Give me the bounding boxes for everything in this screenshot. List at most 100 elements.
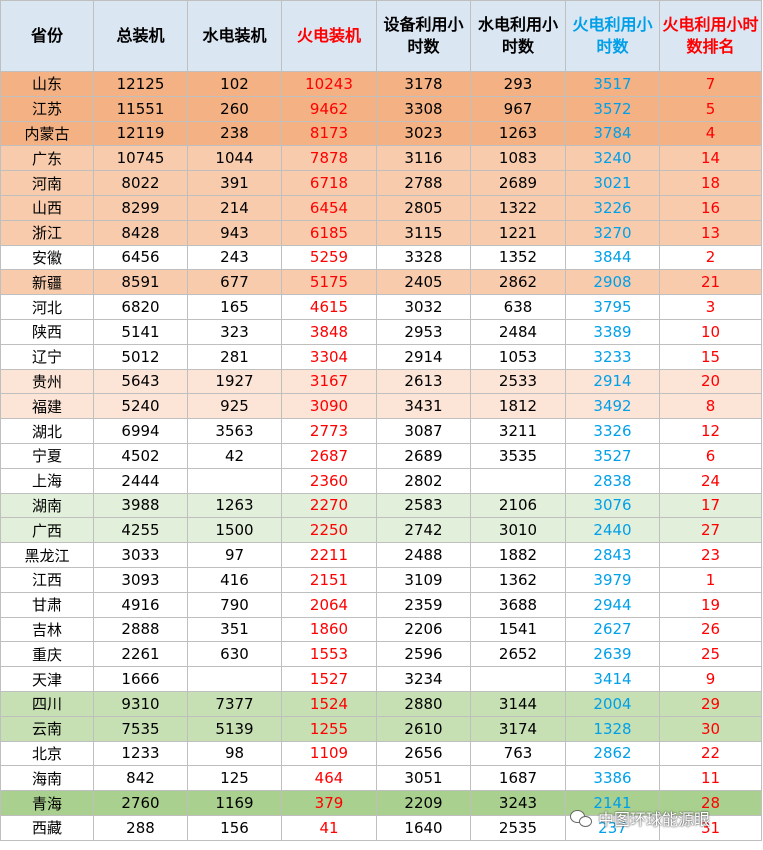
cell-thermal-capacity: 1553 [281,641,377,668]
cell-total-capacity: 5643 [93,368,188,395]
cell-thermal-hours: 3270 [565,219,660,246]
cell-hydro-hours: 638 [470,294,566,320]
cell-equipment-hours: 3308 [376,95,471,122]
cell-hydro-capacity: 790 [187,591,282,618]
cell-province: 天津 [0,666,94,692]
cell-thermal-hours: 237 [565,814,660,841]
cell-hydro-hours: 2484 [470,318,566,345]
cell-thermal-hours: 3979 [565,566,660,593]
cell-hydro-capacity: 125 [187,765,282,792]
cell-total-capacity: 5240 [93,393,188,420]
cell-thermal-capacity: 2687 [281,442,377,469]
cell-equipment-hours: 2802 [376,467,471,494]
cell-thermal-hours: 3226 [565,194,660,221]
cell-thermal-hours-rank: 29 [659,690,762,717]
cell-province: 甘肃 [0,591,94,618]
cell-hydro-hours: 1322 [470,194,566,221]
cell-thermal-hours-rank: 11 [659,765,762,792]
cell-thermal-capacity: 8173 [281,120,377,147]
cell-hydro-capacity: 1500 [187,517,282,544]
cell-equipment-hours: 2405 [376,269,471,296]
table-row: 浙江 8428 943 6185 3115 1221 3270 13 [0,219,762,246]
cell-province: 海南 [0,765,94,792]
cell-thermal-hours: 3572 [565,95,660,122]
cell-total-capacity: 8299 [93,194,188,221]
cell-thermal-hours: 3240 [565,145,660,172]
table-row: 山西 8299 214 6454 2805 1322 3226 16 [0,194,762,221]
cell-hydro-capacity: 943 [187,219,282,246]
cell-equipment-hours: 2880 [376,690,471,717]
cell-hydro-hours: 2535 [470,814,566,841]
header-thermal-hours: 火电利用小时数 [565,0,660,72]
cell-thermal-capacity: 10243 [281,71,377,97]
cell-thermal-hours-rank: 8 [659,393,762,420]
cell-equipment-hours: 2488 [376,542,471,568]
cell-hydro-capacity: 97 [187,542,282,568]
cell-thermal-capacity: 7878 [281,145,377,172]
cell-equipment-hours: 3328 [376,244,471,271]
cell-hydro-capacity: 281 [187,343,282,370]
cell-thermal-hours: 3076 [565,492,660,519]
cell-equipment-hours: 2359 [376,591,471,618]
cell-thermal-hours-rank: 3 [659,294,762,320]
table-row: 吉林 2888 351 1860 2206 1541 2627 26 [0,616,762,643]
cell-thermal-hours: 2862 [565,740,660,767]
cell-hydro-capacity [187,467,282,494]
cell-total-capacity: 3093 [93,566,188,593]
cell-hydro-hours: 2689 [470,170,566,196]
cell-hydro-hours: 3211 [470,418,566,444]
cell-hydro-hours: 1541 [470,616,566,643]
cell-hydro-hours: 1882 [470,542,566,568]
cell-hydro-hours: 3174 [470,715,566,742]
cell-total-capacity: 6456 [93,244,188,271]
cell-province: 青海 [0,790,94,816]
cell-total-capacity: 4255 [93,517,188,544]
cell-hydro-capacity: 323 [187,318,282,345]
table-row: 新疆 8591 677 5175 2405 2862 2908 21 [0,269,762,296]
table-row: 西藏 288 156 41 1640 2535 237 31 [0,814,762,841]
cell-total-capacity: 10745 [93,145,188,172]
cell-province: 上海 [0,467,94,494]
cell-hydro-hours: 3010 [470,517,566,544]
cell-province: 山东 [0,71,94,97]
table-row: 湖南 3988 1263 2270 2583 2106 3076 17 [0,492,762,519]
cell-total-capacity: 1666 [93,666,188,692]
cell-thermal-hours: 3021 [565,170,660,196]
cell-hydro-capacity: 1927 [187,368,282,395]
cell-equipment-hours: 2788 [376,170,471,196]
cell-province: 浙江 [0,219,94,246]
cell-hydro-capacity: 260 [187,95,282,122]
cell-thermal-capacity: 464 [281,765,377,792]
cell-thermal-capacity: 5175 [281,269,377,296]
cell-thermal-capacity: 2151 [281,566,377,593]
header-row: 省份 总装机 水电装机 火电装机 设备利用小时数 水电利用小时数 火电利用小时数… [0,0,762,72]
cell-thermal-hours: 2843 [565,542,660,568]
cell-province: 西藏 [0,814,94,841]
cell-thermal-hours-rank: 13 [659,219,762,246]
table-row: 河南 8022 391 6718 2788 2689 3021 18 [0,170,762,196]
cell-total-capacity: 9310 [93,690,188,717]
cell-thermal-hours-rank: 9 [659,666,762,692]
cell-thermal-hours-rank: 14 [659,145,762,172]
cell-province: 宁夏 [0,442,94,469]
cell-thermal-hours: 3844 [565,244,660,271]
cell-total-capacity: 6994 [93,418,188,444]
cell-total-capacity: 2444 [93,467,188,494]
cell-thermal-hours-rank: 5 [659,95,762,122]
cell-hydro-capacity: 416 [187,566,282,593]
cell-province: 北京 [0,740,94,767]
cell-thermal-capacity: 3848 [281,318,377,345]
cell-equipment-hours: 3087 [376,418,471,444]
cell-hydro-hours: 2106 [470,492,566,519]
cell-thermal-hours-rank: 4 [659,120,762,147]
table-row: 天津 1666 1527 3234 3414 9 [0,666,762,692]
cell-hydro-capacity: 214 [187,194,282,221]
cell-equipment-hours: 3234 [376,666,471,692]
cell-province: 山西 [0,194,94,221]
cell-province: 河北 [0,294,94,320]
cell-total-capacity: 4916 [93,591,188,618]
cell-total-capacity: 6820 [93,294,188,320]
cell-hydro-hours: 1221 [470,219,566,246]
cell-equipment-hours: 2689 [376,442,471,469]
cell-hydro-hours: 1083 [470,145,566,172]
